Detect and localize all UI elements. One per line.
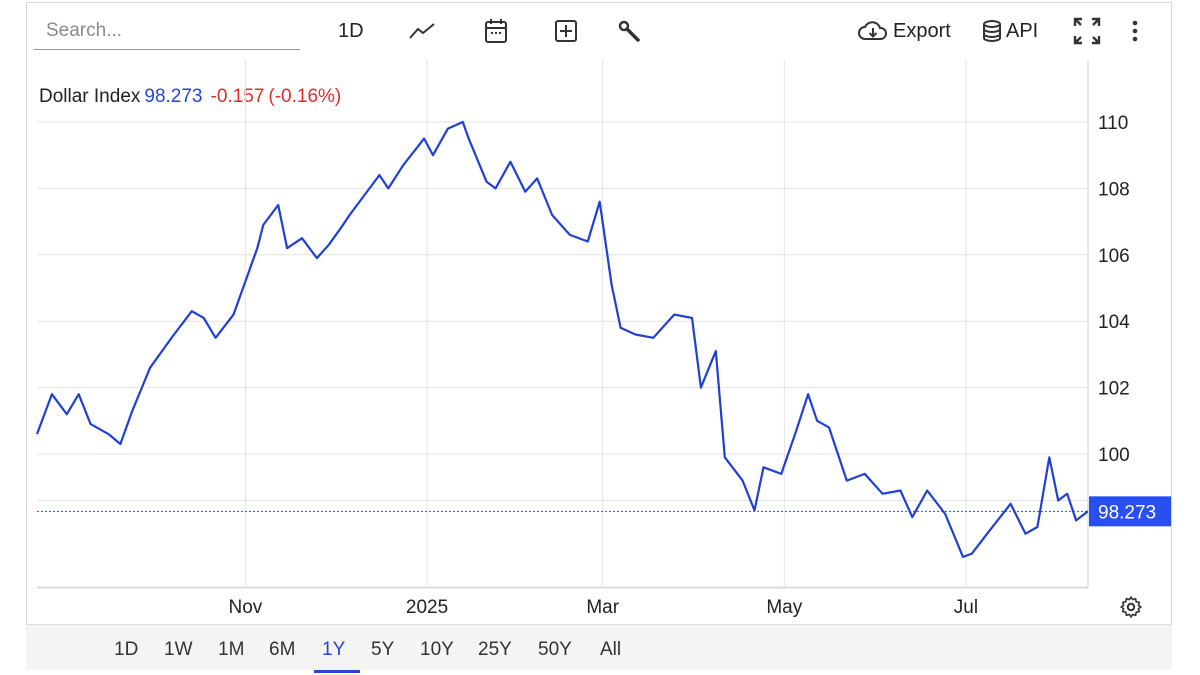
range-button-1m[interactable]: 1M <box>218 639 245 660</box>
y-tick-label: 104 <box>1098 312 1130 333</box>
chart-type-button[interactable] <box>408 15 436 47</box>
range-button-6m[interactable]: 6M <box>269 639 296 660</box>
search-box <box>34 16 300 50</box>
range-button-1y[interactable]: 1Y <box>322 639 346 660</box>
chart-grid <box>37 60 1089 589</box>
x-tick-label: Nov <box>229 597 263 618</box>
api-label: API <box>1006 19 1039 42</box>
chart-settings-button[interactable] <box>1119 595 1143 624</box>
x-tick-label: Jul <box>954 597 978 618</box>
api-button[interactable]: API <box>982 15 1038 47</box>
line-chart-icon <box>409 23 435 39</box>
range-button-10y[interactable]: 10Y <box>420 639 454 660</box>
range-button-25y[interactable]: 25Y <box>478 639 512 660</box>
range-selector-bar: 1D 1W 1M 6M 1Y 5Y 10Y 25Y 50Y All <box>26 624 1172 673</box>
legend-series-name: Dollar Index <box>39 86 141 107</box>
more-vertical-icon <box>1132 20 1138 42</box>
price-tag: 98.273 <box>1089 496 1171 527</box>
legend-change-pct: (-0.16%) <box>268 86 342 107</box>
export-button[interactable]: Export <box>858 15 951 47</box>
search-input[interactable] <box>34 16 296 46</box>
range-button-1d[interactable]: 1D <box>114 639 139 660</box>
compare-button[interactable] <box>554 15 578 47</box>
y-tick-label: 108 <box>1098 179 1130 200</box>
fullscreen-icon <box>1073 17 1101 45</box>
active-range-underline <box>314 670 360 673</box>
wrench-icon <box>618 20 640 42</box>
gear-icon <box>1120 596 1142 618</box>
toolbar: 1D Export API <box>26 2 1172 58</box>
x-axis-ticks: Nov 2025 Mar May Jul <box>229 597 979 618</box>
x-tick-label: Mar <box>586 597 619 618</box>
add-compare-icon <box>555 20 577 42</box>
series-line <box>35 120 1089 558</box>
date-range-button[interactable] <box>484 15 508 47</box>
range-button-5y[interactable]: 5Y <box>371 639 395 660</box>
legend-change: -0.157 <box>210 86 265 107</box>
price-tag-label: 98.273 <box>1098 502 1156 523</box>
calendar-icon <box>485 19 507 43</box>
cloud-download-icon <box>858 21 887 40</box>
y-axis-ticks: 100 102 104 106 108 110 <box>1098 113 1130 466</box>
x-tick-label: May <box>766 597 802 618</box>
price-tag-background <box>1089 496 1171 527</box>
y-tick-label: 110 <box>1098 113 1128 134</box>
interval-button[interactable]: 1D <box>338 15 364 47</box>
fullscreen-button[interactable] <box>1073 15 1101 47</box>
range-button-all[interactable]: All <box>600 639 622 660</box>
chart-legend: Dollar Index 98.273 -0.157 (-0.16%) <box>39 86 341 108</box>
y-tick-label: 102 <box>1098 379 1130 400</box>
more-menu-button[interactable] <box>1130 15 1140 47</box>
export-label: Export <box>893 19 951 42</box>
x-tick-label: 2025 <box>406 597 448 618</box>
interval-label: 1D <box>338 19 364 42</box>
y-tick-label: 106 <box>1098 246 1130 267</box>
y-tick-label: 100 <box>1098 445 1130 466</box>
range-button-1w[interactable]: 1W <box>164 639 193 660</box>
legend-value: 98.273 <box>144 86 203 107</box>
database-icon <box>983 20 1001 42</box>
range-button-50y[interactable]: 50Y <box>538 639 572 660</box>
settings-tools-button[interactable] <box>616 15 642 47</box>
